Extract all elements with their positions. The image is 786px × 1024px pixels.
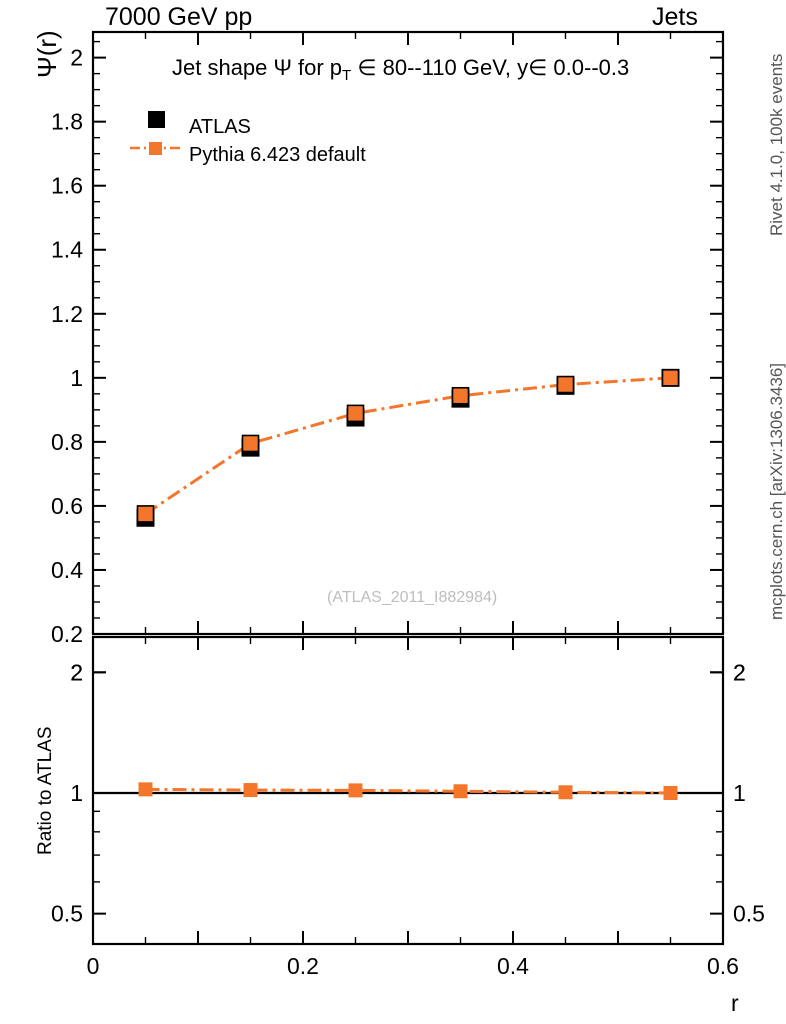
- ratio-y-tick-label-right: 2: [733, 659, 746, 685]
- ratio-y-tick-label: 2: [70, 659, 83, 685]
- ratio-y-tick-label-right: 0.5: [733, 901, 765, 927]
- plot-title-post: ∈ 80--110 GeV, y∈ 0.0--0.3: [351, 55, 630, 80]
- rivet-version-text: Rivet 4.1.0, 100k events: [767, 53, 786, 236]
- ratio-y-tick-label: 0.5: [51, 901, 83, 927]
- main-y-tick-label: 1: [70, 365, 83, 391]
- x-tick-label: 0.2: [287, 953, 319, 979]
- x-tick-label: 0.4: [497, 953, 529, 979]
- ratio-data-point: [138, 782, 153, 797]
- ratio-data-point: [348, 783, 363, 798]
- ratio-y-axis-label: Ratio to ATLAS: [35, 726, 56, 856]
- series-line-1: [144, 376, 671, 516]
- ratio-series-line: [145, 787, 671, 795]
- header-right: Jets: [652, 3, 698, 31]
- main-y-tick-label: 1.2: [51, 301, 83, 327]
- plot-title: Jet shape Ψ for pT ∈ 80--110 GeV, y∈ 0.0…: [172, 55, 630, 84]
- x-tick-label: 0.6: [707, 953, 739, 979]
- generated-graphics: 0.20.40.60.811.21.41.61.820.5 0.51 12 22 20 0…: [51, 30, 765, 979]
- main-y-tick-label: 1.8: [51, 109, 83, 135]
- main-y-tick-label: 1.4: [51, 237, 83, 263]
- data-point-pythia: [556, 375, 575, 394]
- plot-title-subscript: T: [342, 67, 352, 84]
- x-tick-label: 0: [87, 953, 100, 979]
- main-y-tick-label: 0.4: [51, 557, 83, 583]
- ratio-data-point: [453, 784, 468, 799]
- ratio-y-tick-label: 2: [70, 659, 83, 685]
- ratio-y-tick-label: 1: [70, 780, 83, 806]
- ratio-data-point: [243, 783, 258, 798]
- data-point-pythia: [661, 369, 680, 387]
- ratio-data-point: [663, 785, 678, 800]
- main-panel-frame: [91, 30, 725, 636]
- main-y-tick-label: 1.6: [51, 173, 83, 199]
- legend-marker-atlas: [148, 111, 165, 128]
- data-point-pythia: [346, 404, 365, 423]
- analysis-watermark: (ATLAS_2011_I882984): [327, 589, 498, 606]
- ratio-y-tick-label-right: 1: [733, 780, 746, 806]
- legend-marker-pythia: [149, 142, 162, 155]
- plot-title-pre: Jet shape Ψ for p: [172, 55, 343, 80]
- data-point-pythia: [241, 434, 260, 453]
- main-y-axis-label: Ψ(r): [32, 30, 62, 78]
- x-axis-label: r: [731, 990, 739, 1016]
- main-y-tick-label: 2: [70, 45, 83, 71]
- ratio-data-point: [558, 785, 573, 800]
- main-y-tick-label: 0.8: [51, 429, 83, 455]
- legend-label-atlas: ATLAS: [189, 116, 251, 138]
- main-y-tick-label: 0.2: [51, 621, 83, 647]
- data-point-pythia: [451, 386, 470, 405]
- header-left: 7000 GeV pp: [105, 3, 253, 31]
- main-y-tick-label: 0.6: [51, 493, 83, 519]
- ratio-y-tick-label-right: 2: [733, 659, 746, 685]
- mcplots-source-text: mcplots.cern.ch [arXiv:1306.3436]: [767, 362, 786, 620]
- legend-label-pythia: Pythia 6.423 default: [189, 144, 366, 166]
- data-point-pythia: [136, 505, 155, 523]
